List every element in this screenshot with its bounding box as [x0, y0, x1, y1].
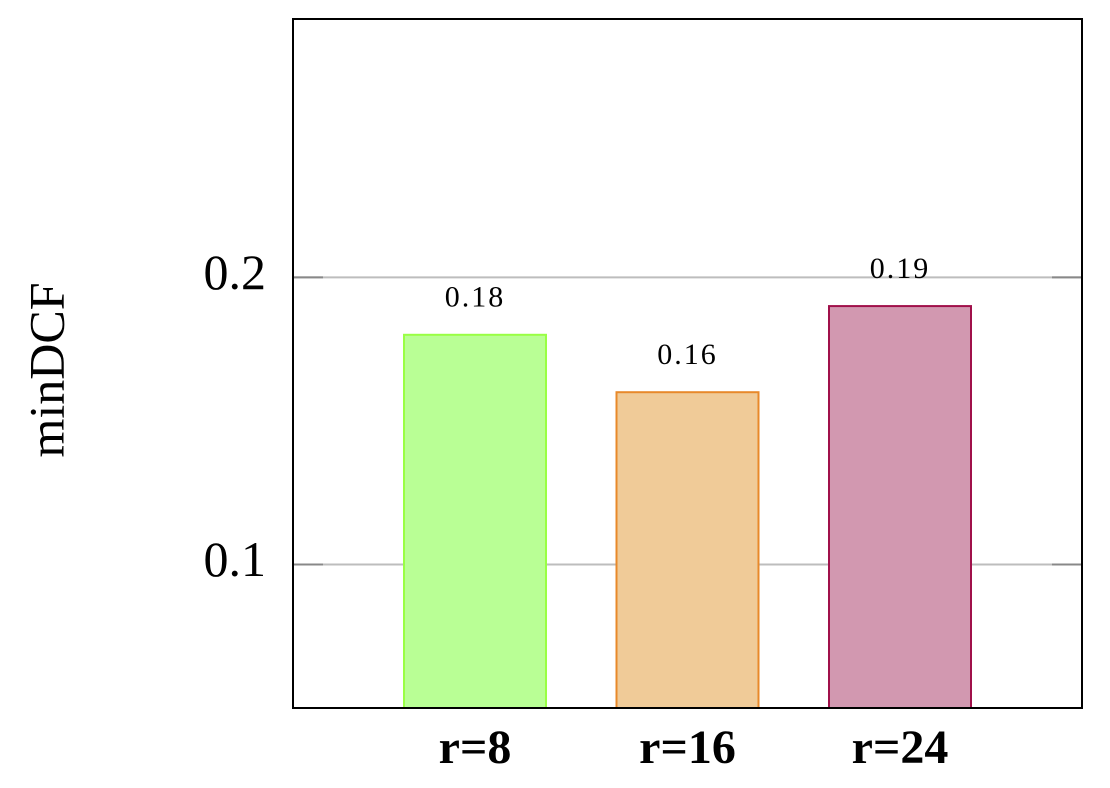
x-tick-label: r=16 — [639, 721, 736, 774]
value-label: 0.16 — [657, 338, 718, 371]
bar — [403, 333, 547, 709]
x-tick-label: r=8 — [439, 721, 512, 774]
y-axis-label: minDCF — [18, 282, 74, 457]
plot-frame — [292, 18, 1083, 709]
bar — [828, 305, 972, 709]
y-tick-label: 0.2 — [204, 244, 267, 300]
value-label: 0.19 — [870, 252, 931, 285]
y-tick-label: 0.1 — [204, 531, 267, 587]
bar — [615, 391, 760, 709]
value-label: 0.18 — [445, 281, 506, 314]
x-tick-label: r=24 — [852, 721, 949, 774]
